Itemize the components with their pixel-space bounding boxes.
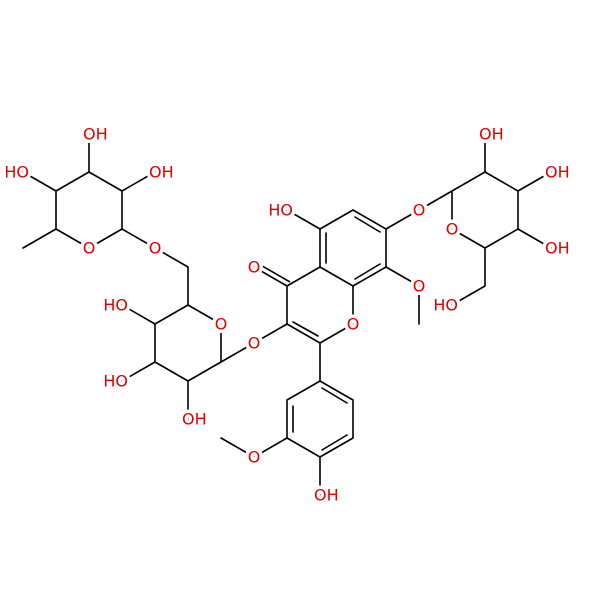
atom-label: HO: [103, 372, 128, 391]
atom-label: HO: [433, 296, 458, 315]
atom-label: O: [83, 239, 96, 258]
atom-label: O: [248, 334, 261, 353]
atom-label: OH: [182, 410, 207, 429]
atom-label: OH: [314, 486, 339, 505]
atom-label: OH: [545, 163, 570, 182]
atom-label: HO: [103, 296, 128, 315]
atom-label: O: [413, 201, 426, 220]
bond-lines: [22, 133, 552, 496]
atom-label: OH: [83, 125, 108, 144]
bonds: [22, 133, 552, 496]
atom-label: O: [347, 315, 360, 334]
atom-label: OH: [545, 239, 570, 258]
atom-label: O: [248, 448, 261, 467]
atom-label: O: [413, 277, 426, 296]
atom-label: O: [215, 315, 228, 334]
atom-label: OH: [149, 163, 174, 182]
atom-label: O: [248, 258, 261, 277]
atom-labels: HO OH OH O O HO O HO OH O O O HO O O O O…: [1, 121, 573, 508]
atom-label: HO: [268, 201, 293, 220]
atom-label: O: [446, 220, 459, 239]
atom-label: OH: [479, 125, 504, 144]
atom-label: O: [149, 239, 162, 258]
atom-label: HO: [4, 163, 29, 182]
